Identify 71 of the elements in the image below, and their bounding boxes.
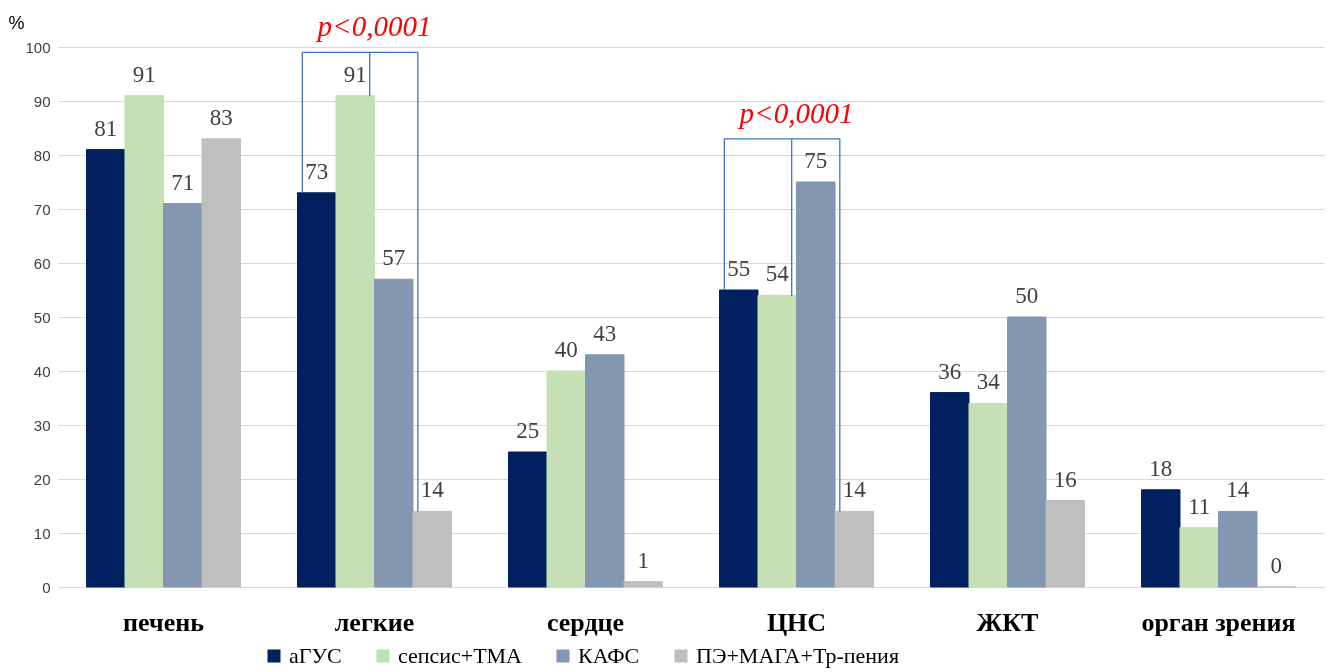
data-label: 71 (171, 169, 195, 195)
y-tick-label: 40 (33, 362, 51, 380)
bar (335, 95, 375, 588)
data-label: 75 (804, 148, 828, 173)
data-label: 25 (516, 418, 540, 443)
bar (757, 294, 797, 588)
x-tick-label: ЖКТ (976, 607, 1039, 637)
bar (929, 392, 970, 588)
bar (201, 138, 242, 588)
legend-label: ПЭ+МАГА+Тр-пения (696, 643, 900, 668)
y-tick-label: 90 (33, 92, 51, 110)
y-tick-label: 60 (33, 254, 51, 272)
bar (85, 149, 126, 588)
bar (718, 289, 759, 588)
bar (796, 181, 836, 588)
data-label: 36 (938, 358, 962, 384)
bar (968, 402, 1008, 588)
bar (1007, 316, 1047, 588)
data-label: 55 (727, 256, 751, 281)
bar (1045, 500, 1086, 588)
bar (507, 451, 548, 588)
data-label: 14 (1226, 477, 1250, 503)
bar (163, 203, 203, 588)
bar (623, 581, 664, 588)
y-tick-label: 10 (33, 524, 51, 542)
annotation: p<0,0001 (737, 96, 854, 129)
bar (1179, 527, 1219, 588)
x-tick-label: ЦНС (766, 607, 827, 637)
text: p<0,0001 (315, 10, 432, 43)
y-tick-label: 50 (33, 308, 51, 326)
bar (834, 510, 875, 588)
x-tick-label: печень (123, 607, 205, 637)
data-label: 16 (1053, 466, 1077, 492)
bar (124, 95, 164, 588)
data-label: 50 (1015, 283, 1039, 308)
bar (374, 278, 414, 588)
x-tick-label: легкие (334, 607, 415, 637)
data-label: 81 (94, 115, 118, 141)
data-label: 18 (1149, 455, 1173, 481)
bar (585, 354, 625, 588)
data-label: 1 (637, 547, 650, 573)
data-label: 43 (593, 320, 617, 346)
legend-label: сепсис+ТМА (398, 643, 522, 668)
y-tick-label: 20 (33, 470, 51, 488)
y-tick-label: 70 (33, 200, 51, 218)
data-label: 0 (1270, 553, 1283, 578)
x-tick-label: орган зрения (1141, 607, 1296, 637)
y-tick-label: 30 (33, 416, 51, 434)
y-tick-label: 100 (25, 38, 51, 56)
y-axis-title: % (8, 12, 25, 33)
data-label: 34 (976, 369, 1001, 395)
data-label: 14 (842, 477, 867, 503)
legend-label: КАФС (578, 643, 640, 668)
bar (1218, 510, 1258, 588)
data-label: 57 (382, 245, 406, 271)
bar (412, 510, 453, 588)
bar (546, 370, 586, 588)
data-label: 91 (343, 61, 367, 87)
x-tick-label: сердце (546, 607, 625, 637)
y-tick-label: 0 (42, 578, 51, 596)
data-label: 40 (554, 337, 578, 362)
data-label: 91 (132, 61, 156, 87)
data-label: 54 (765, 261, 790, 287)
bar (296, 192, 337, 588)
bar (1140, 489, 1181, 588)
data-label: 83 (209, 104, 233, 130)
y-tick-label: 80 (33, 146, 51, 164)
legend-label: аГУС (289, 643, 342, 668)
data-label: 14 (420, 477, 445, 503)
data-label: 11 (1188, 493, 1211, 519)
data-label: 73 (305, 158, 329, 184)
